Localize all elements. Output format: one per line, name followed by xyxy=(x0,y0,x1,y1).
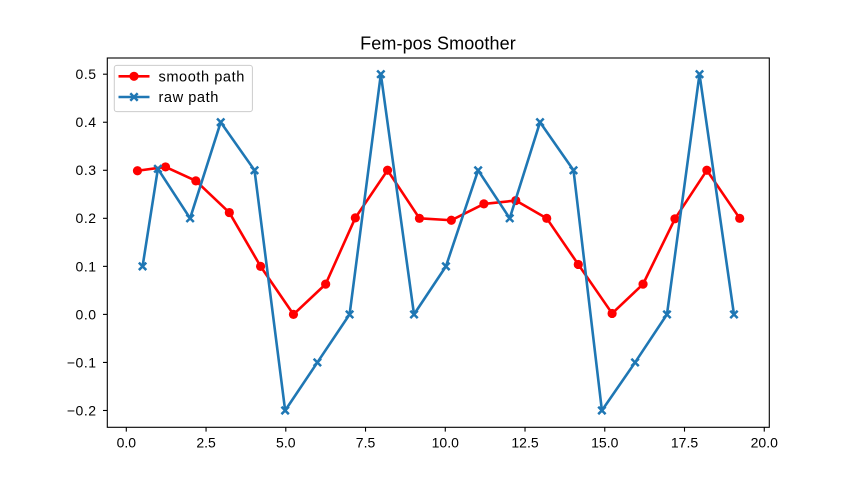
svg-text:5.0: 5.0 xyxy=(276,435,296,451)
svg-text:−0.2: −0.2 xyxy=(67,402,97,418)
svg-text:−0.1: −0.1 xyxy=(67,354,97,370)
svg-text:17.5: 17.5 xyxy=(671,435,698,451)
svg-text:20.0: 20.0 xyxy=(751,435,778,451)
svg-text:0.1: 0.1 xyxy=(76,258,97,274)
svg-text:0.0: 0.0 xyxy=(117,435,137,451)
svg-text:15.0: 15.0 xyxy=(591,435,618,451)
svg-text:0.5: 0.5 xyxy=(76,66,97,82)
svg-text:0.3: 0.3 xyxy=(76,162,97,178)
svg-text:12.5: 12.5 xyxy=(511,435,538,451)
svg-text:10.0: 10.0 xyxy=(432,435,459,451)
svg-text:raw path: raw path xyxy=(159,90,219,106)
svg-text:smooth path: smooth path xyxy=(159,69,245,85)
svg-text:0.2: 0.2 xyxy=(76,210,97,226)
svg-text:0.4: 0.4 xyxy=(76,114,97,130)
svg-text:7.5: 7.5 xyxy=(356,435,376,451)
svg-text:Fem-pos Smoother: Fem-pos Smoother xyxy=(360,34,516,54)
svg-text:2.5: 2.5 xyxy=(196,435,216,451)
svg-text:0.0: 0.0 xyxy=(76,306,97,322)
